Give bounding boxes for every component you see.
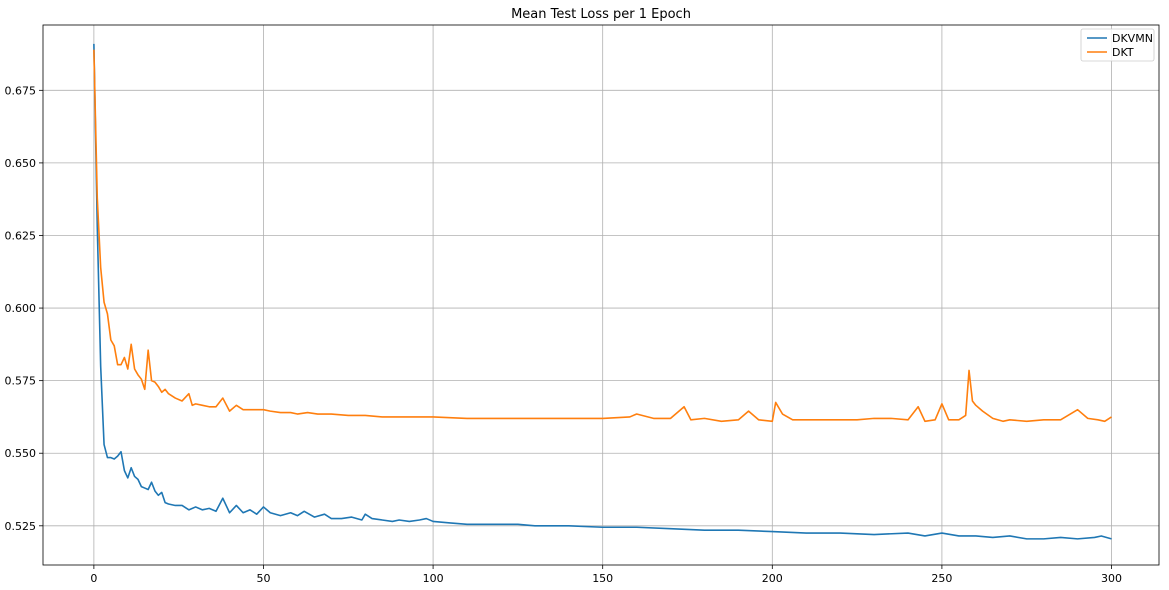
legend-label-dkt: DKT [1112,46,1134,59]
series-lines [93,43,1112,540]
chart-title: Mean Test Loss per 1 Epoch [511,7,691,22]
x-tick-label: 150 [592,572,613,585]
y-tick-label: 0.525 [5,520,37,533]
grid-lines [43,25,1159,565]
plot-frame [42,24,1160,566]
legend-label-dkvmn: DKVMN [1112,32,1153,45]
x-tick-label: 200 [762,572,783,585]
x-tick-label: 100 [423,572,444,585]
y-tick-label: 0.600 [5,302,37,315]
x-tick-label: 50 [256,572,270,585]
series-line-dkvmn [93,43,1112,540]
x-tick-label: 0 [90,572,97,585]
y-tick-label: 0.675 [5,84,37,97]
y-tick-label: 0.575 [5,375,37,388]
y-tick-label: 0.550 [5,447,37,460]
series-line-dkt [93,49,1112,423]
y-tick-label: 0.650 [5,157,37,170]
legend-box [1080,28,1155,62]
x-tick-label: 250 [931,572,952,585]
axis-ticks: 0 50 100 150 200 250 300 0.525 0.550 0.575 0.600 0.… [5,84,1123,585]
y-tick-label: 0.625 [5,229,37,242]
x-tick-label: 300 [1101,572,1122,585]
